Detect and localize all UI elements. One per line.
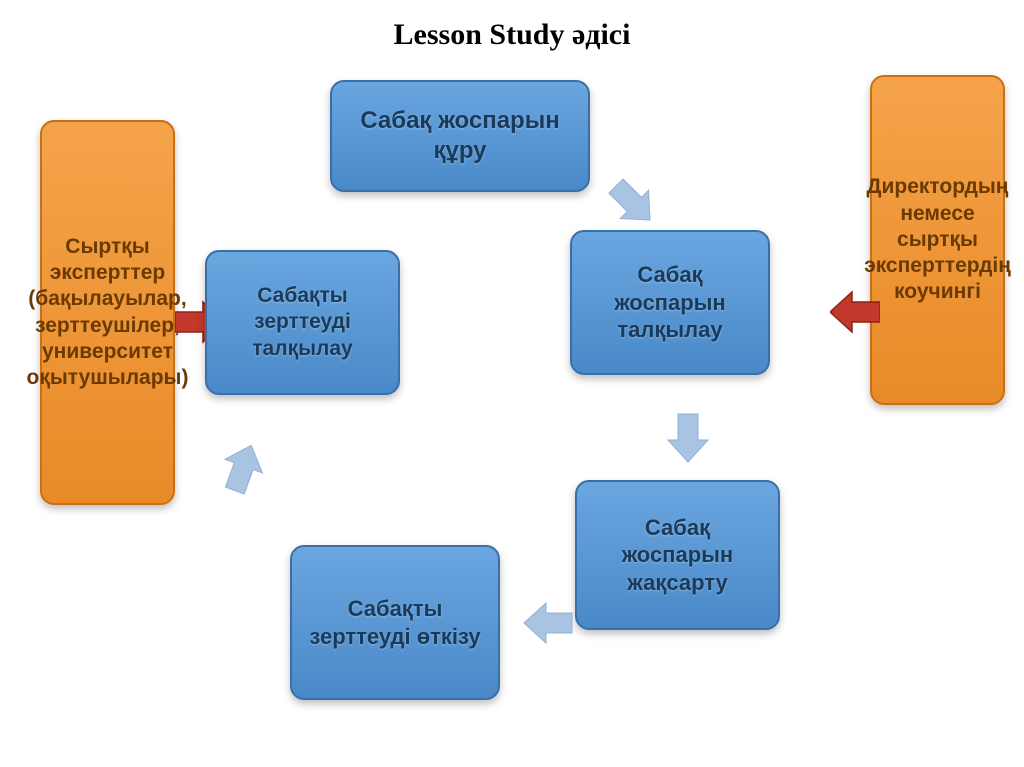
cycle-node-plan-label: Сабақ жоспарын құру bbox=[342, 106, 578, 166]
cycle-node-plan: Сабақ жоспарын құру bbox=[330, 80, 590, 192]
cycle-arrow-1 bbox=[605, 175, 661, 231]
coaching-label: Директордың немесе сыртқы эксперттердің … bbox=[864, 174, 1011, 305]
cycle-node-review: Сабақты зерттеуді талқылау bbox=[205, 250, 400, 395]
cycle-node-discuss: Сабақ жоспарын талқылау bbox=[570, 230, 770, 375]
cycle-arrow-3 bbox=[520, 595, 576, 651]
external-experts-label: Сыртқы эксперттер (бақылауылар, зерттеуш… bbox=[27, 234, 189, 392]
external-experts-box: Сыртқы эксперттер (бақылауылар, зерттеуш… bbox=[40, 120, 175, 505]
cycle-node-improve-label: Сабақ жоспарын жақсарту bbox=[587, 514, 768, 597]
cycle-node-review-label: Сабақты зерттеуді талқылау bbox=[217, 283, 388, 362]
cycle-node-discuss-label: Сабақ жоспарын талқылау bbox=[582, 261, 758, 344]
diagram-title: Lesson Study әдісі bbox=[0, 18, 1024, 52]
coaching-box: Директордың немесе сыртқы эксперттердің … bbox=[870, 75, 1005, 405]
cycle-node-conduct-label: Сабақты зерттеуді өткізу bbox=[302, 595, 488, 650]
arrow-coaching-in bbox=[830, 290, 880, 334]
cycle-arrow-4 bbox=[215, 440, 271, 496]
cycle-node-conduct: Сабақты зерттеуді өткізу bbox=[290, 545, 500, 700]
cycle-node-improve: Сабақ жоспарын жақсарту bbox=[575, 480, 780, 630]
cycle-arrow-2 bbox=[660, 410, 716, 466]
